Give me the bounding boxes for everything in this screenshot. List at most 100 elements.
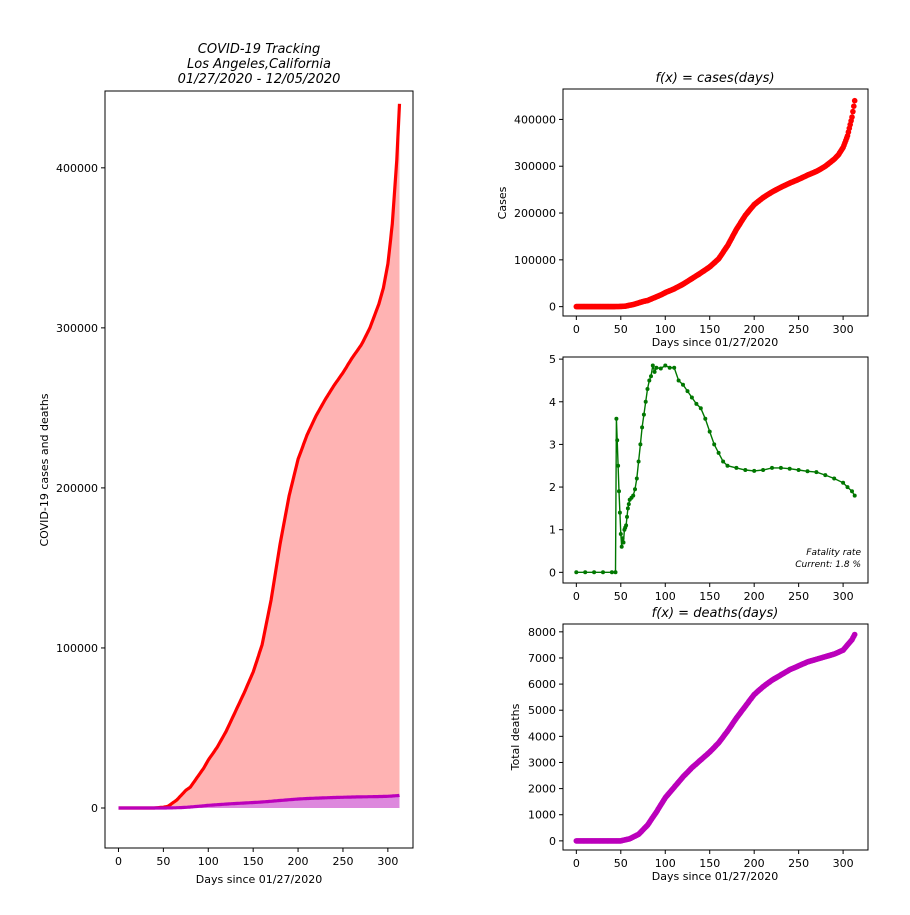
fatality-point <box>823 473 828 478</box>
fatality-point <box>618 532 623 536</box>
cases-xtick-label: 100 <box>655 323 676 336</box>
deaths-ytick-label: 5000 <box>528 704 556 717</box>
fatality-line <box>576 364 856 573</box>
fatality-xtick-label: 50 <box>614 590 628 603</box>
fatality-point <box>778 465 783 470</box>
deaths-xtick-label: 50 <box>614 857 628 870</box>
main-ytick-label: 200000 <box>56 482 98 495</box>
cases-xtick-label: 0 <box>573 323 580 336</box>
fatality-ytick-label: 5 <box>549 353 556 366</box>
fatality-ytick-label: 1 <box>549 524 556 537</box>
fatality-point <box>667 365 672 370</box>
cases-point <box>850 108 856 115</box>
main-line-deaths <box>117 793 401 810</box>
cases-ytick-label: 200000 <box>514 207 556 220</box>
cases-ytick-label: 100000 <box>514 254 556 267</box>
cases-ylabel: Cases <box>496 186 509 219</box>
cases-xtick-label: 250 <box>788 323 809 336</box>
fatality-point <box>625 506 630 511</box>
fatality-xtick-label: 250 <box>788 590 809 603</box>
fatality-point <box>636 459 641 464</box>
cases-point <box>851 97 858 104</box>
main-area-cases <box>118 103 400 809</box>
fatality-point <box>721 459 726 464</box>
fatality-point <box>672 365 677 370</box>
fatality-xtick-label: 150 <box>699 590 720 603</box>
main-xtick-label: 100 <box>198 855 219 868</box>
fatality-point <box>676 378 681 383</box>
fatality-point <box>787 466 792 471</box>
fatality-point <box>647 378 652 383</box>
fatality-point <box>654 365 659 370</box>
main-xtick-label: 150 <box>243 855 264 868</box>
cases-title: f(x) = cases(days) <box>655 71 774 86</box>
deaths-frame <box>562 623 869 851</box>
fatality-xtick-label: 0 <box>573 590 580 603</box>
fatality-point <box>652 369 657 374</box>
fatality-point <box>650 363 655 368</box>
main-title-line: COVID-19 Tracking <box>198 42 320 57</box>
fatality-point <box>658 366 663 371</box>
fatality-point <box>621 540 626 545</box>
cases-xtick-label: 200 <box>744 323 765 336</box>
fatality-point <box>716 450 721 455</box>
fatality-point <box>574 570 579 575</box>
deaths-ytick-label: 4000 <box>528 730 556 743</box>
fatality-xtick-label: 100 <box>655 590 676 603</box>
fatality-point <box>640 425 645 430</box>
fatality-point <box>601 570 605 575</box>
cases-xlabel: Days since 01/27/2020 <box>652 336 778 349</box>
fatality-point <box>645 387 650 391</box>
fatality-point <box>625 514 629 519</box>
main-ytick-label: 300000 <box>56 322 98 335</box>
fatality-point <box>850 489 854 494</box>
fatality-point <box>761 468 766 472</box>
fatality-point <box>698 406 703 411</box>
fatality-point <box>583 570 588 575</box>
fatality-point <box>638 442 643 447</box>
fatality-xtick-label: 300 <box>833 590 854 603</box>
main-ytick-label: 400000 <box>56 162 98 175</box>
fatality-point <box>626 502 631 507</box>
fatality-point <box>841 480 846 485</box>
deaths-xtick-label: 250 <box>788 857 809 870</box>
fatality-point <box>707 429 712 434</box>
fatality-ytick-label: 4 <box>549 396 556 409</box>
fatality-ytick-label: 2 <box>549 481 556 494</box>
fatality-point <box>805 469 810 474</box>
deaths-xtick-label: 0 <box>573 857 580 870</box>
deaths-ytick-label: 3000 <box>528 756 556 769</box>
main-frame <box>104 90 414 849</box>
fatality-point <box>592 570 597 575</box>
fatality-point <box>734 465 739 470</box>
fatality-point <box>770 465 774 470</box>
main-title-line: Los Angeles,California <box>187 57 331 72</box>
main-ylabel: COVID-19 cases and deaths <box>38 393 51 546</box>
fatality-point <box>681 382 685 387</box>
deaths-ylabel: Total deaths <box>509 703 522 771</box>
fatality-point <box>631 493 636 498</box>
main-xtick-label: 200 <box>288 855 309 868</box>
main-ytick-label: 100000 <box>56 642 98 655</box>
cases-xtick-label: 150 <box>699 323 720 336</box>
fatality-point <box>620 536 625 541</box>
fatality-point <box>614 416 619 421</box>
fatality-point <box>616 463 621 468</box>
cases-ytick-label: 0 <box>549 301 556 314</box>
fatality-annotation-current: Current: 1.8 % <box>795 560 861 570</box>
fatality-point <box>752 468 757 473</box>
fatality-point <box>703 416 708 421</box>
main-ytick-label: 0 <box>91 802 98 815</box>
deaths-title: f(x) = deaths(days) <box>652 606 779 621</box>
fatality-point <box>852 493 857 498</box>
fatality-point <box>743 468 748 472</box>
fatality-point <box>633 487 637 492</box>
deaths-xtick-label: 100 <box>655 857 676 870</box>
cases-xtick-label: 300 <box>833 323 854 336</box>
fatality-point <box>796 468 801 472</box>
fatality-point <box>624 523 629 528</box>
fatality-point <box>619 544 624 549</box>
deaths-points <box>573 631 858 844</box>
fatality-point <box>845 485 850 490</box>
fatality-point <box>694 401 699 406</box>
